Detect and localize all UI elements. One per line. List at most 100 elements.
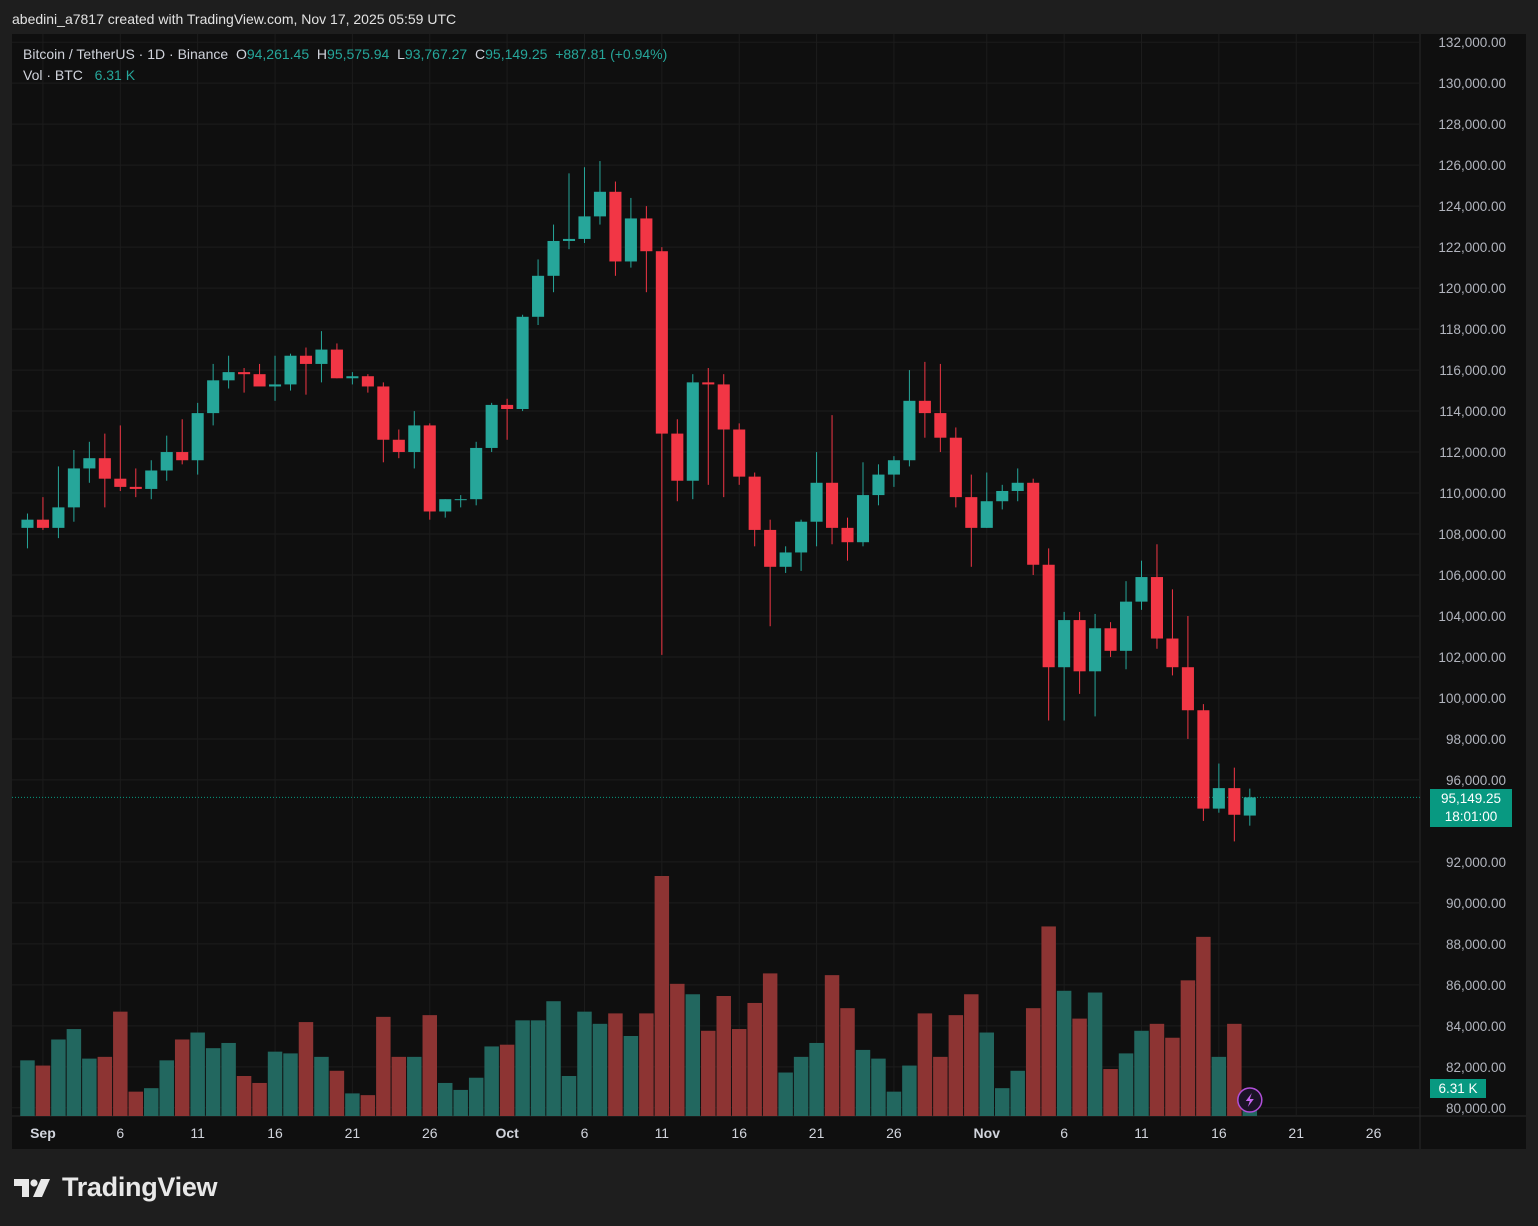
- x-tick-label: 21: [809, 1125, 825, 1141]
- candle-body: [655, 251, 668, 434]
- chart-caption: abedini_a7817 created with TradingView.c…: [12, 11, 457, 27]
- lightning-bolt-icon[interactable]: [1237, 1087, 1263, 1113]
- volume-bar: [345, 1093, 360, 1116]
- y-tick-label: 120,000.00: [1438, 281, 1506, 296]
- candle-body: [67, 468, 80, 508]
- candle-body: [83, 458, 96, 469]
- y-tick-label: 98,000.00: [1446, 732, 1506, 747]
- volume-bar: [66, 1029, 82, 1116]
- candle-body: [748, 476, 761, 530]
- volume-bar: [1056, 990, 1072, 1116]
- candle-body: [1197, 710, 1210, 809]
- candle-body: [145, 470, 158, 489]
- volume-bar: [639, 1013, 654, 1116]
- chart-area[interactable]: 132,000.00 130,000.00 128,000.00 126,000.00…: [12, 34, 1526, 1149]
- volume-bar: [1025, 1008, 1041, 1116]
- x-tick-label: 21: [345, 1125, 361, 1141]
- x-tick-label: 11: [1134, 1125, 1149, 1141]
- volume-bar: [407, 1056, 422, 1116]
- volume-bar: [530, 1020, 546, 1116]
- volume-bar: [174, 1039, 190, 1116]
- volume-bar: [933, 1056, 948, 1116]
- candle-body: [934, 413, 947, 438]
- y-tick-label: 106,000.00: [1438, 568, 1506, 583]
- candle-body: [593, 191, 606, 217]
- x-tick-label: 26: [1366, 1125, 1382, 1141]
- candle-body: [114, 478, 127, 487]
- volume-bar: [190, 1032, 205, 1116]
- volume-bar: [840, 1008, 855, 1116]
- candle-body: [918, 400, 931, 414]
- volume-bar: [747, 1002, 762, 1116]
- volume-bar: [159, 1060, 174, 1116]
- y-tick-label: 102,000.00: [1438, 650, 1506, 665]
- symbol-description[interactable]: Bitcoin / TetherUS · 1D · Binance: [23, 46, 229, 62]
- candle-body: [176, 452, 189, 461]
- volume-bar: [623, 1036, 639, 1116]
- volume-bar: [670, 983, 685, 1116]
- candle-body: [470, 447, 483, 500]
- x-tick-label: 16: [731, 1125, 747, 1141]
- y-tick-label: 114,000.00: [1439, 404, 1506, 419]
- x-tick-label: 11: [655, 1125, 670, 1141]
- volume-bar: [468, 1077, 484, 1116]
- y-tick-label: 116,000.00: [1439, 363, 1506, 378]
- candle-body: [949, 437, 962, 498]
- candle-body: [1089, 628, 1102, 672]
- y-tick-label: 112,000.00: [1439, 445, 1506, 460]
- volume-bar: [97, 1056, 113, 1116]
- x-tick-label: Sep: [30, 1125, 56, 1141]
- volume-bar: [1196, 936, 1211, 1116]
- volume-badge: 6.31 K: [1430, 1079, 1486, 1098]
- bar-countdown: 18:01:00: [1444, 809, 1498, 824]
- close-label: C: [475, 46, 486, 62]
- volume-bar: [1041, 926, 1056, 1116]
- high-value: 95,575.94: [327, 46, 390, 62]
- x-tick-label: Oct: [495, 1125, 519, 1141]
- y-tick-label: 130,000.00: [1438, 76, 1506, 91]
- volume-bar: [453, 1089, 468, 1116]
- last-price-badge: 95,149.25 18:01:00: [1430, 789, 1512, 827]
- candle-body: [1243, 797, 1256, 816]
- candle-body: [222, 372, 235, 381]
- candle-body: [795, 521, 808, 553]
- tradingview-logo[interactable]: TradingView: [14, 1172, 218, 1203]
- volume-bar: [144, 1088, 159, 1116]
- open-value: 94,261.45: [246, 46, 310, 62]
- candle-body: [1119, 601, 1133, 651]
- candle-body: [578, 216, 591, 239]
- volume-bar: [546, 1001, 561, 1116]
- candle-body: [996, 490, 1009, 502]
- volume-bar: [298, 1022, 314, 1116]
- candle-body: [423, 425, 436, 512]
- candlestick-chart[interactable]: 132,000.00 130,000.00 128,000.00 126,000.00…: [12, 34, 1526, 1149]
- candle-body: [1212, 788, 1225, 809]
- ohlc-legend: Bitcoin / TetherUS · 1D · Binance O94,26…: [23, 46, 667, 62]
- volume-bar: [855, 1049, 871, 1116]
- volume-bar: [205, 1048, 221, 1116]
- candle-body: [207, 380, 220, 414]
- y-tick-label: 122,000.00: [1438, 240, 1506, 255]
- candle-body: [21, 519, 34, 528]
- volume-bar: [82, 1058, 97, 1116]
- volume-bar: [778, 1072, 793, 1116]
- volume-bar: [948, 1015, 964, 1116]
- brand-name: TradingView: [62, 1172, 218, 1202]
- y-tick-label: 80,000.00: [1446, 1101, 1506, 1116]
- y-tick-label: 110,000.00: [1439, 486, 1506, 501]
- candle-body: [1011, 482, 1024, 491]
- x-tick-label: 16: [267, 1125, 283, 1141]
- y-tick-label: 100,000.00: [1438, 691, 1506, 706]
- volume-label[interactable]: Vol · BTC: [23, 67, 83, 83]
- x-tick-label: Nov: [974, 1125, 1001, 1141]
- volume-bar: [515, 1020, 530, 1116]
- volume-bar: [1010, 1070, 1025, 1116]
- candle-body: [284, 355, 297, 385]
- candle-body: [501, 404, 514, 410]
- candle-body: [1042, 564, 1055, 668]
- volume-bar: [793, 1056, 809, 1116]
- volume-bar: [871, 1058, 886, 1116]
- candle-body: [562, 238, 576, 241]
- candle-body: [686, 382, 699, 481]
- y-tick-label: 132,000.00: [1438, 35, 1506, 50]
